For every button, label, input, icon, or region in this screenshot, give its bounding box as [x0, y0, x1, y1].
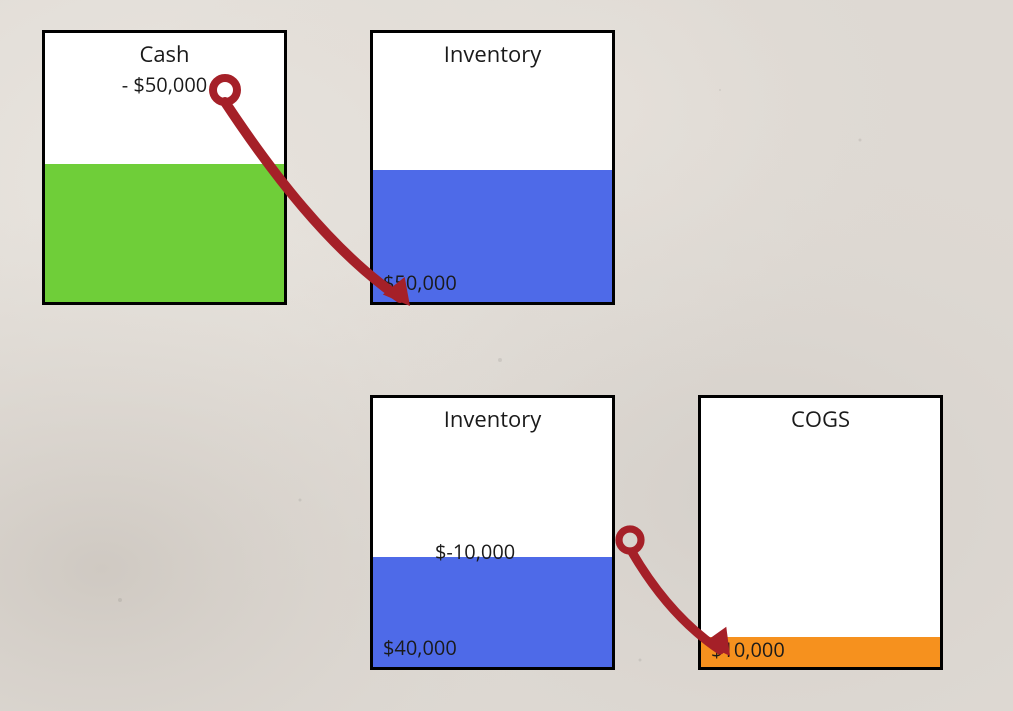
box-cash-delta-value: - $50,000	[45, 71, 284, 98]
box-inventory-top-title: Inventory	[373, 39, 612, 69]
box-cash: Cash - $50,000	[42, 30, 287, 305]
diagram-stage: Cash - $50,000 Inventory $50,000 Invento…	[0, 0, 1013, 711]
box-cogs-fill-value: $10,000	[711, 636, 785, 663]
box-inventory-bottom-delta-value: $-10,000	[435, 538, 515, 565]
box-inventory-top-fill-value: $50,000	[383, 269, 457, 296]
box-cogs-title: COGS	[701, 404, 940, 434]
box-inventory-bottom-fill-value: $40,000	[383, 634, 457, 661]
box-cash-title: Cash	[45, 39, 284, 69]
box-cogs: COGS $10,000	[698, 395, 943, 670]
box-inventory-bottom-title: Inventory	[373, 404, 612, 434]
box-inventory-bottom: Inventory $-10,000 $40,000	[370, 395, 615, 670]
box-inventory-top: Inventory $50,000	[370, 30, 615, 305]
box-cash-fill	[45, 164, 284, 302]
